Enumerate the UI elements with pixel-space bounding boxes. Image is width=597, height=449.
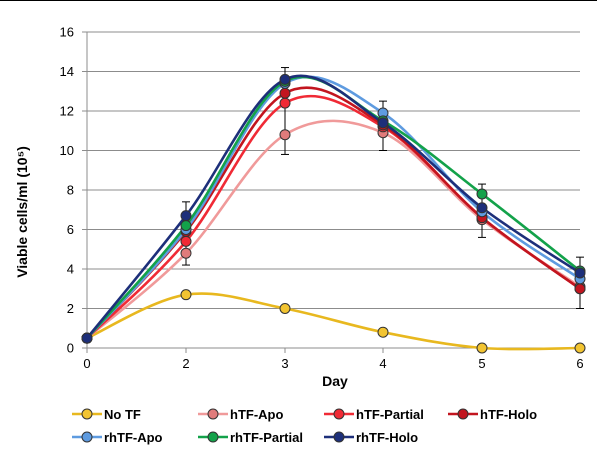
data-point bbox=[377, 117, 389, 129]
legend-item: hTF-Partial bbox=[324, 407, 424, 422]
series-line-htf-apo bbox=[86, 119, 581, 340]
data-point bbox=[279, 129, 291, 141]
data-point bbox=[180, 247, 192, 259]
axes bbox=[82, 31, 581, 353]
data-point bbox=[377, 326, 389, 338]
legend-marker bbox=[333, 408, 345, 420]
y-tick-label: 12 bbox=[60, 104, 74, 119]
legend-label: rhTF-Partial bbox=[230, 430, 303, 445]
series-line-no-tf bbox=[86, 292, 581, 351]
top-border-line bbox=[0, 0, 597, 1]
legend: No TF hTF-Apo hTF-Partial hTF-Holo rhTF-Apo r… bbox=[72, 407, 537, 445]
data-point bbox=[81, 332, 93, 344]
y-tick-label: 2 bbox=[67, 301, 74, 316]
data-point bbox=[476, 342, 488, 354]
legend-item: No TF bbox=[72, 407, 141, 422]
legend-label: rhTF-Holo bbox=[356, 430, 418, 445]
x-tick-label: 0 bbox=[83, 356, 90, 371]
y-tick-label: 10 bbox=[60, 143, 74, 158]
data-point bbox=[574, 283, 586, 295]
data-point bbox=[180, 220, 192, 232]
legend-marker bbox=[207, 408, 219, 420]
data-point bbox=[180, 235, 192, 247]
series-line-rhtf-partial bbox=[86, 75, 581, 339]
legend-marker bbox=[457, 408, 469, 420]
x-tick-label: 6 bbox=[576, 356, 583, 371]
data-point bbox=[279, 73, 291, 85]
legend-label: hTF-Holo bbox=[480, 407, 537, 422]
data-point bbox=[279, 87, 291, 99]
series-points bbox=[81, 73, 586, 354]
x-tick-label: 4 bbox=[379, 356, 386, 371]
legend-item: hTF-Apo bbox=[198, 407, 283, 422]
legend-item: rhTF-Holo bbox=[324, 430, 418, 445]
legend-marker bbox=[333, 431, 345, 443]
data-point bbox=[476, 188, 488, 200]
data-point bbox=[279, 303, 291, 314]
series-line-rhtf-holo bbox=[85, 74, 581, 339]
y-tick-label: 4 bbox=[67, 262, 74, 277]
legend-marker bbox=[81, 431, 93, 443]
x-tick-label: 2 bbox=[182, 356, 189, 371]
data-point bbox=[476, 202, 488, 214]
legend-label: No TF bbox=[104, 407, 141, 422]
legend-item: rhTF-Partial bbox=[198, 430, 303, 445]
y-tick-labels: 0 2 4 6 8 10 12 14 16 bbox=[60, 25, 74, 356]
x-tick-labels: 0 2 3 4 5 6 bbox=[83, 356, 583, 371]
data-point bbox=[180, 289, 192, 301]
y-tick-label: 6 bbox=[67, 222, 74, 237]
x-tick-label: 5 bbox=[478, 356, 485, 371]
x-axis-title: Day bbox=[322, 373, 348, 389]
y-tick-label: 8 bbox=[67, 183, 74, 198]
data-point bbox=[574, 342, 586, 354]
y-tick-label: 0 bbox=[67, 341, 74, 356]
data-point bbox=[574, 267, 586, 279]
error-bars bbox=[182, 67, 584, 309]
series-line-rhtf-apo bbox=[86, 75, 581, 340]
y-axis-title: Viable cells/ml (10⁵) bbox=[14, 146, 30, 278]
y-tick-label: 14 bbox=[60, 64, 74, 79]
legend-marker bbox=[81, 408, 93, 420]
legend-marker bbox=[207, 431, 219, 443]
data-point bbox=[180, 210, 192, 222]
y-tick-label: 16 bbox=[60, 25, 74, 40]
legend-label: rhTF-Apo bbox=[104, 430, 163, 445]
data-point bbox=[279, 97, 291, 109]
legend-item: rhTF-Apo bbox=[72, 430, 163, 445]
legend-item: hTF-Holo bbox=[448, 407, 537, 422]
legend-label: hTF-Partial bbox=[356, 407, 424, 422]
x-tick-label: 3 bbox=[281, 356, 288, 371]
legend-label: hTF-Apo bbox=[230, 407, 283, 422]
